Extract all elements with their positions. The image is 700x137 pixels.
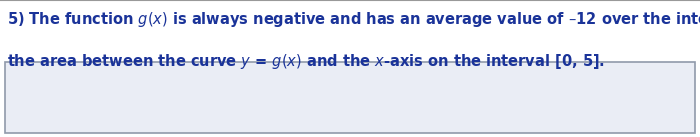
Text: the area between the curve $\mathit{y}$ = $\mathit{g}(\mathit{x})$ and the $\mat: the area between the curve $\mathit{y}$ … <box>7 52 605 71</box>
FancyBboxPatch shape <box>5 62 695 133</box>
Text: 5) The function $\mathit{g}(\mathit{x})$ is always negative and has an average v: 5) The function $\mathit{g}(\mathit{x})$… <box>7 10 700 29</box>
